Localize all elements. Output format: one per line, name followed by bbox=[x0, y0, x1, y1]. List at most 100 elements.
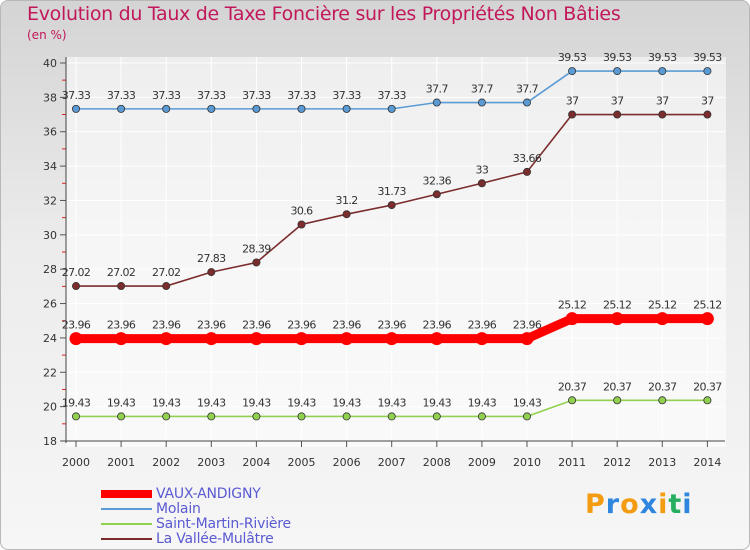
data-point-molain bbox=[703, 67, 712, 76]
logo-letter: o bbox=[620, 489, 640, 520]
data-point-la-vallee-mulatre bbox=[658, 110, 667, 119]
logo-letter: t bbox=[668, 489, 683, 520]
data-label-vaux-andigny: 23.96 bbox=[197, 319, 226, 332]
y-tick-label: 36 bbox=[43, 126, 57, 139]
data-label-la-vallee-mulatre: 27.02 bbox=[62, 266, 91, 279]
legend-swatch-la-vallee-mulatre bbox=[101, 538, 152, 540]
data-point-saint-martin-riviere bbox=[117, 412, 126, 421]
logo-letter: P bbox=[585, 489, 606, 520]
data-point-vaux-andigny bbox=[520, 332, 534, 346]
data-label-vaux-andigny: 25.12 bbox=[693, 299, 722, 312]
data-point-vaux-andigny bbox=[385, 332, 399, 346]
data-point-saint-martin-riviere bbox=[207, 412, 216, 421]
x-tick-label: 2008 bbox=[423, 456, 451, 469]
x-tick-label: 2013 bbox=[648, 456, 676, 469]
data-label-la-vallee-mulatre: 32.36 bbox=[423, 174, 452, 187]
logo-letter: i bbox=[658, 489, 669, 520]
legend-label-saint-martin-riviere: Saint-Martin-Rivière bbox=[156, 516, 291, 532]
data-point-vaux-andigny bbox=[565, 312, 579, 326]
data-point-molain bbox=[252, 104, 261, 113]
data-label-molain: 37.33 bbox=[332, 89, 361, 102]
legend-label-vaux-andigny: VAUX-ANDIGNY bbox=[156, 486, 261, 502]
data-label-molain: 37.33 bbox=[287, 89, 316, 102]
data-point-vaux-andigny bbox=[204, 332, 218, 346]
legend-swatch-molain bbox=[101, 508, 152, 510]
data-label-saint-martin-riviere: 19.43 bbox=[152, 396, 181, 409]
data-point-saint-martin-riviere bbox=[703, 396, 712, 405]
y-tick-label: 30 bbox=[43, 229, 57, 242]
x-tick-label: 2004 bbox=[242, 456, 270, 469]
y-tick-label: 40 bbox=[43, 57, 57, 70]
x-tick-label: 2000 bbox=[62, 456, 90, 469]
data-label-saint-martin-riviere: 19.43 bbox=[423, 396, 452, 409]
x-tick-label: 2011 bbox=[558, 456, 586, 469]
x-tick-label: 2009 bbox=[468, 456, 496, 469]
data-point-vaux-andigny bbox=[295, 332, 308, 346]
plot-area bbox=[66, 57, 726, 447]
data-label-saint-martin-riviere: 19.43 bbox=[242, 396, 271, 409]
data-label-molain: 39.53 bbox=[648, 51, 677, 64]
data-point-vaux-andigny bbox=[655, 312, 669, 326]
legend-label-molain: Molain bbox=[156, 501, 201, 517]
data-label-vaux-andigny: 25.12 bbox=[558, 299, 587, 312]
data-label-saint-martin-riviere: 19.43 bbox=[197, 396, 226, 409]
data-label-vaux-andigny: 23.96 bbox=[377, 319, 406, 332]
data-point-vaux-andigny bbox=[69, 332, 83, 346]
data-label-vaux-andigny: 23.96 bbox=[62, 319, 91, 332]
data-point-la-vallee-mulatre bbox=[703, 110, 712, 119]
data-point-molain bbox=[432, 98, 441, 107]
data-point-vaux-andigny bbox=[610, 312, 624, 326]
data-point-saint-martin-riviere bbox=[72, 412, 81, 421]
data-point-saint-martin-riviere bbox=[162, 412, 171, 421]
data-label-la-vallee-mulatre: 30.6 bbox=[290, 205, 313, 218]
data-point-molain bbox=[613, 67, 622, 76]
x-tick-label: 2001 bbox=[107, 456, 135, 469]
data-label-la-vallee-mulatre: 28.39 bbox=[242, 242, 271, 255]
data-label-vaux-andigny: 25.12 bbox=[603, 299, 632, 312]
data-label-saint-martin-riviere: 20.37 bbox=[558, 380, 587, 393]
chart-title: Evolution du Taux de Taxe Foncière sur l… bbox=[27, 3, 621, 25]
data-point-la-vallee-mulatre bbox=[477, 179, 486, 188]
data-label-vaux-andigny: 23.96 bbox=[513, 319, 542, 332]
data-label-la-vallee-mulatre: 37 bbox=[656, 95, 669, 108]
x-tick-label: 2007 bbox=[378, 456, 406, 469]
y-tick-label: 38 bbox=[43, 91, 57, 104]
data-label-vaux-andigny: 23.96 bbox=[152, 319, 181, 332]
data-label-la-vallee-mulatre: 27.02 bbox=[107, 266, 136, 279]
data-point-la-vallee-mulatre bbox=[162, 282, 171, 291]
legend-item-saint-martin-riviere: Saint-Martin-Rivière bbox=[101, 516, 291, 532]
x-tick-label: 2010 bbox=[513, 456, 541, 469]
y-tick-label: 28 bbox=[43, 263, 57, 276]
legend-item-la-vallee-mulatre: La Vallée-Mulâtre bbox=[101, 531, 274, 547]
x-tick-label: 2005 bbox=[288, 456, 316, 469]
data-label-molain: 37.33 bbox=[152, 89, 181, 102]
data-point-saint-martin-riviere bbox=[432, 412, 441, 421]
data-label-molain: 37.7 bbox=[471, 83, 494, 96]
y-tick-label: 34 bbox=[43, 160, 57, 173]
data-label-saint-martin-riviere: 19.43 bbox=[513, 396, 542, 409]
data-label-vaux-andigny: 23.96 bbox=[242, 319, 271, 332]
data-point-vaux-andigny bbox=[159, 332, 173, 346]
data-point-la-vallee-mulatre bbox=[252, 258, 261, 267]
data-label-la-vallee-mulatre: 37 bbox=[701, 95, 714, 108]
data-point-molain bbox=[477, 98, 486, 107]
data-label-molain: 39.53 bbox=[558, 51, 587, 64]
data-label-la-vallee-mulatre: 33.66 bbox=[513, 152, 542, 165]
x-tick-label: 2006 bbox=[333, 456, 361, 469]
data-point-la-vallee-mulatre bbox=[568, 110, 577, 119]
data-label-molain: 37.33 bbox=[107, 89, 136, 102]
data-point-saint-martin-riviere bbox=[297, 412, 306, 421]
data-point-vaux-andigny bbox=[700, 312, 714, 326]
data-point-molain bbox=[162, 104, 171, 113]
data-label-molain: 37.7 bbox=[516, 83, 539, 96]
data-label-la-vallee-mulatre: 31.2 bbox=[336, 194, 358, 207]
data-point-molain bbox=[658, 67, 667, 76]
y-tick-label: 22 bbox=[43, 366, 57, 379]
data-point-vaux-andigny bbox=[340, 332, 354, 346]
data-point-la-vallee-mulatre bbox=[432, 190, 441, 199]
data-label-vaux-andigny: 23.96 bbox=[287, 319, 316, 332]
data-point-saint-martin-riviere bbox=[523, 412, 532, 421]
data-label-la-vallee-mulatre: 33 bbox=[475, 163, 488, 176]
